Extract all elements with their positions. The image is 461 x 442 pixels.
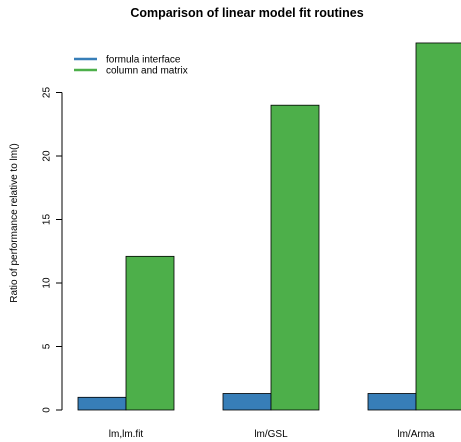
y-tick-label: 25 bbox=[42, 87, 53, 99]
y-tick-label: 15 bbox=[42, 214, 53, 226]
x-tick-label: lm/GSL bbox=[254, 429, 288, 440]
bar-column-and-matrix bbox=[125, 255, 175, 411]
x-axis-labels: lm,lm.fit lm/GSL lm/Arma bbox=[109, 429, 435, 440]
bar-formula-interface bbox=[222, 393, 272, 411]
y-tick-label: 10 bbox=[42, 277, 53, 289]
legend-label: column and matrix bbox=[106, 66, 188, 77]
legend-label: formula interface bbox=[106, 55, 181, 66]
y-axis: 0 5 10 15 20 25 bbox=[42, 87, 63, 413]
y-tick-label: 5 bbox=[42, 343, 53, 349]
y-tick-label: 20 bbox=[42, 150, 53, 162]
bar-column-and-matrix bbox=[270, 104, 320, 411]
bar-column-and-matrix bbox=[415, 42, 461, 411]
x-tick-label: lm/Arma bbox=[397, 429, 435, 440]
x-tick-label: lm,lm.fit bbox=[109, 429, 144, 440]
bars bbox=[77, 42, 461, 411]
y-tick-label: 0 bbox=[42, 407, 53, 413]
bar-formula-interface bbox=[367, 393, 417, 411]
bar-formula-interface bbox=[77, 396, 127, 411]
chart-title: Comparison of linear model fit routines bbox=[130, 6, 363, 20]
y-axis-label: Ratio of performance relative to lm() bbox=[9, 143, 20, 303]
